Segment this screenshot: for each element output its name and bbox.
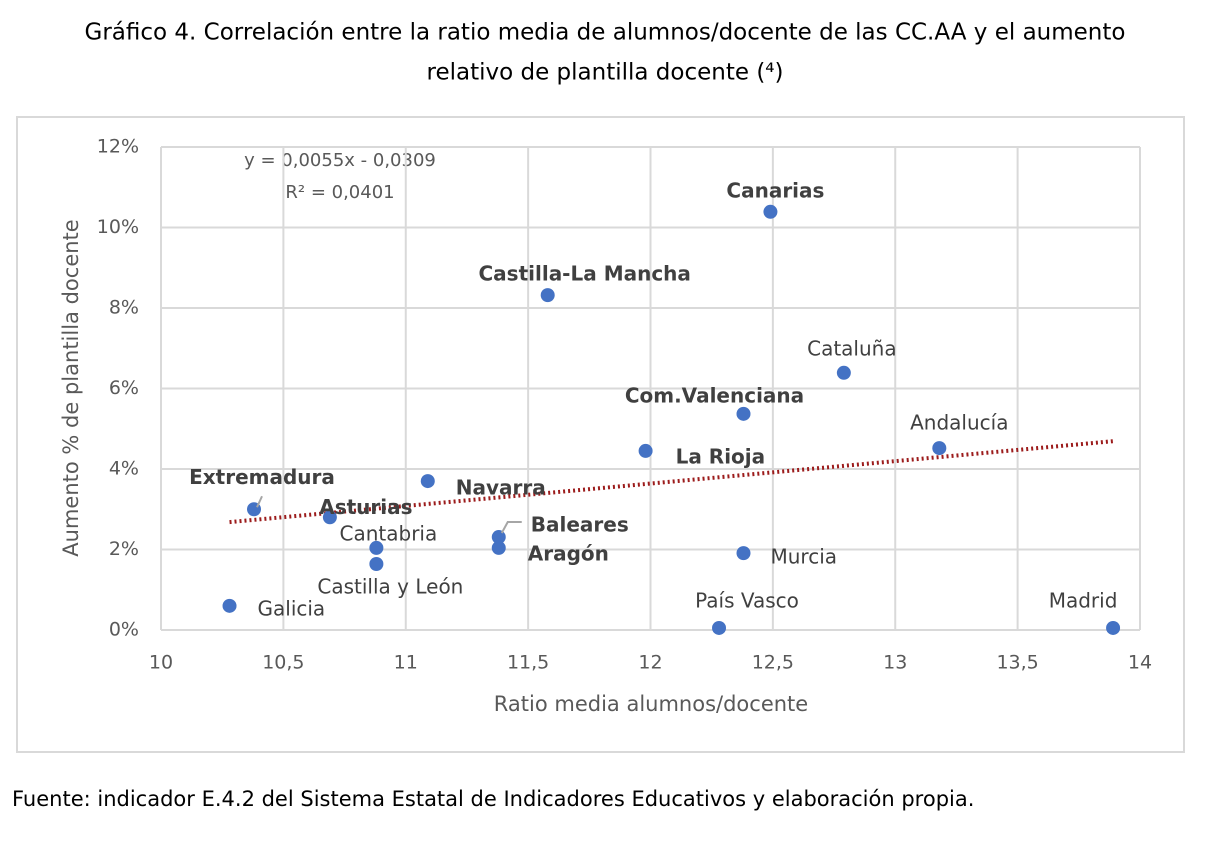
data-point <box>763 204 778 219</box>
data-point <box>222 598 237 613</box>
x-tick-label: 11 <box>394 652 418 674</box>
data-point <box>491 530 506 545</box>
leader-line <box>256 495 263 508</box>
data-point <box>638 443 653 458</box>
point-label: Navarra <box>456 476 546 500</box>
x-tick-label: 11,5 <box>507 652 549 674</box>
x-axis-label: Ratio media alumnos/docente <box>494 692 808 716</box>
y-tick-label: 0% <box>109 619 139 641</box>
x-tick-label: 10 <box>149 652 173 674</box>
point-label: País Vasco <box>695 588 799 612</box>
point-label: Andalucía <box>910 411 1008 435</box>
x-tick-label: 12,5 <box>752 652 794 674</box>
data-point <box>369 556 384 571</box>
y-tick-label: 6% <box>109 377 139 399</box>
point-label: Aragón <box>528 541 609 565</box>
annotation: R² = 0,0401 <box>285 182 394 203</box>
x-tick-label: 10,5 <box>262 652 304 674</box>
source-note: Fuente: indicador E.4.2 del Sistema Esta… <box>12 787 974 811</box>
data-point <box>736 546 751 561</box>
x-tick-label: 13 <box>883 652 907 674</box>
x-tick-label: 13,5 <box>996 652 1038 674</box>
y-tick-label: 12% <box>97 136 139 158</box>
point-label: Canarias <box>726 178 824 202</box>
data-point <box>712 620 727 635</box>
data-point <box>420 474 435 489</box>
data-point <box>736 406 751 421</box>
data-point <box>322 510 337 525</box>
point-label: Cataluña <box>807 336 896 360</box>
point-label: Castilla-La Mancha <box>478 262 690 286</box>
x-tick-label: 14 <box>1128 652 1152 674</box>
data-point <box>491 540 506 555</box>
y-tick-label: 8% <box>109 297 139 319</box>
data-point <box>540 288 555 303</box>
point-label: La Rioja <box>676 444 766 468</box>
point-label: Madrid <box>1049 588 1118 612</box>
point-label: Baleares <box>531 513 629 537</box>
y-tick-label: 2% <box>109 538 139 560</box>
data-point <box>932 441 947 456</box>
chart-frame <box>16 116 1185 753</box>
y-tick-label: 4% <box>109 458 139 480</box>
data-point <box>836 365 851 380</box>
point-label: Asturias <box>319 495 412 519</box>
point-label: Com.Valenciana <box>625 383 804 407</box>
point-label: Extremadura <box>189 465 335 489</box>
chart-title: relativo de plantilla docente (⁴) <box>427 60 784 86</box>
point-label: Cantabria <box>340 521 438 545</box>
y-tick-label: 10% <box>97 216 139 238</box>
point-label: Murcia <box>771 545 838 569</box>
chart-title: Gráfico 4. Correlación entre la ratio me… <box>85 20 1126 46</box>
x-tick-label: 12 <box>638 652 662 674</box>
point-label: Galicia <box>258 596 326 620</box>
data-point <box>1106 620 1121 635</box>
point-label: Castilla y León <box>317 574 463 598</box>
leader-line <box>500 521 522 534</box>
annotation: y = 0,0055x - 0,0309 <box>244 150 436 171</box>
data-point <box>369 540 384 555</box>
y-axis-label: Aumento % de plantilla docente <box>59 219 83 556</box>
